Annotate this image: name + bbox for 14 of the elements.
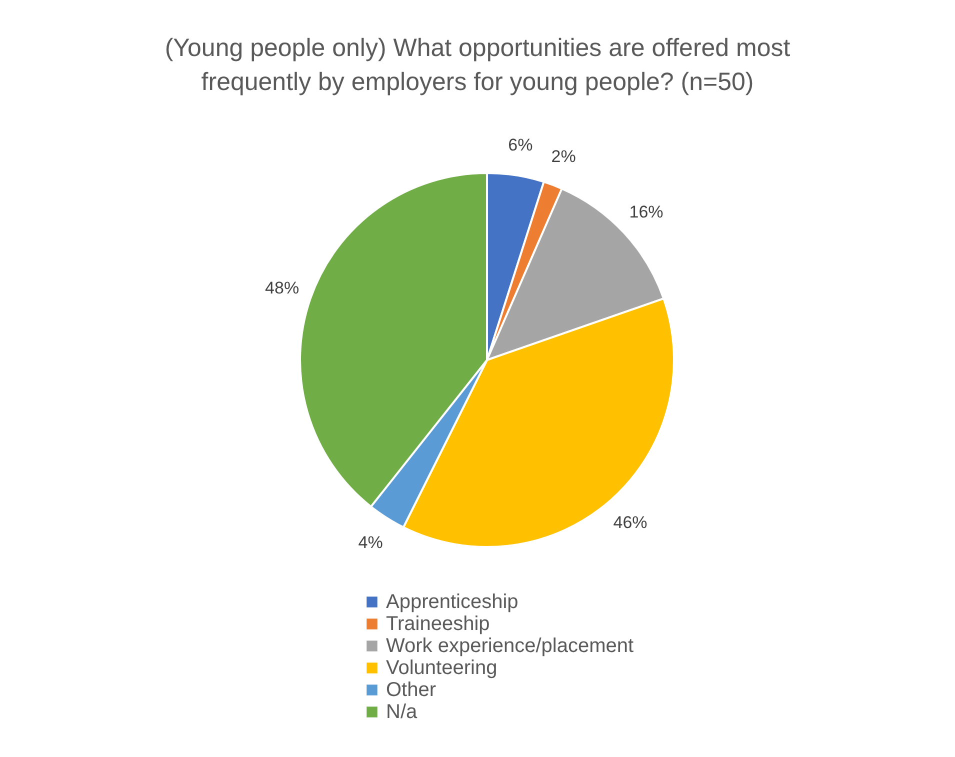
data-label: 6% [508,136,533,155]
legend-label: Traineeship [386,613,490,635]
data-label: 2% [551,146,576,166]
legend-label: Work experience/placement [386,635,634,657]
text: (Young people only) What opportunities are offered most [164,34,790,62]
data-label: 16% [629,202,664,222]
legend-label: N/a [386,701,418,723]
data-label: 46% [613,512,648,532]
legend-label: Other [386,679,436,701]
text: frequently by employers for young people? (n=50) [201,68,754,96]
data-label: 48% [265,278,300,298]
data-label: 4% [358,533,383,552]
legend-label: Volunteering [386,657,498,679]
legend-label: Apprenticeship [386,591,518,613]
